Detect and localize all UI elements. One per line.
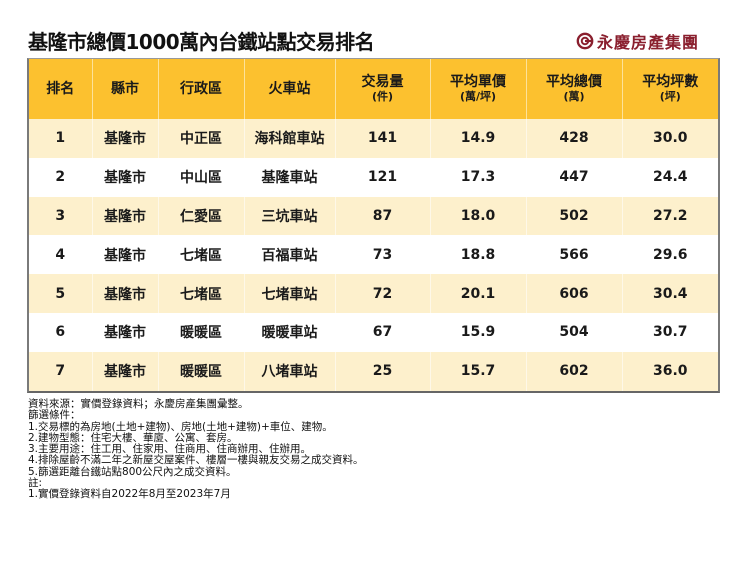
cell-rank: 2	[29, 157, 92, 197]
cell-district: 七堵區	[157, 235, 244, 275]
cell-total-price: 566	[525, 235, 622, 275]
footnotes: 資料來源：實價登錄資料；永慶房產集團彙整。 篩選條件： 1.交易標的為房地(土地…	[28, 398, 364, 501]
table-row: 1 基隆市 中正區 海科館車站 141 14.9 428 30.0	[29, 119, 718, 158]
table-row: 6 基隆市 暖暖區 暖暖車站 67 15.9 504 30.7	[29, 312, 718, 352]
cell-rank: 4	[29, 235, 92, 275]
header-station: 火車站	[243, 59, 335, 119]
cell-volume: 121	[334, 157, 430, 197]
cell-unit-price: 15.7	[429, 351, 526, 391]
header-label: 平均單價	[450, 74, 506, 90]
cell-district: 中山區	[157, 157, 244, 197]
cell-city: 基隆市	[91, 312, 158, 352]
header-label: 火車站	[268, 81, 311, 97]
cell-volume: 25	[334, 351, 430, 391]
cell-area: 30.7	[621, 312, 718, 352]
table-row: 4 基隆市 七堵區 百福車站 73 18.8 566 29.6	[29, 235, 718, 275]
header-label: 行政區	[180, 81, 222, 97]
note-source: 資料來源：實價登錄資料；永慶房產集團彙整。	[28, 398, 249, 410]
cell-rank: 3	[29, 196, 92, 236]
cell-district: 暖暖區	[157, 312, 244, 352]
table-row: 3 基隆市 仁愛區 三坑車站 87 18.0 502 27.2	[29, 196, 718, 236]
cell-district: 中正區	[157, 119, 244, 158]
header-unit: (萬)	[563, 90, 585, 103]
header-unit: (萬/坪)	[459, 90, 497, 103]
header-label: 平均坪數	[642, 74, 699, 90]
note-criteria-heading: 篩選條件：	[28, 409, 81, 422]
table-row: 7 基隆市 暖暖區 八堵車站 25 15.7 602 36.0	[29, 351, 718, 391]
cell-city: 基隆市	[91, 351, 158, 391]
cell-city: 基隆市	[91, 235, 158, 275]
cell-total-price: 447	[525, 157, 622, 197]
cell-rank: 6	[29, 312, 92, 352]
table-header-row: 排名 縣市 行政區 火車站 交易量 (件) 平均單價 (萬/坪) 平均總價 (萬) 平…	[29, 59, 718, 119]
cell-city: 基隆市	[91, 196, 158, 236]
header-label: 縣市	[111, 81, 139, 97]
cell-total-price: 504	[525, 312, 622, 352]
cell-total-price: 428	[525, 119, 622, 158]
ranking-table: 排名 縣市 行政區 火車站 交易量 (件) 平均單價 (萬/坪) 平均總價 (萬) 平…	[27, 58, 720, 393]
header-unit: (坪)	[659, 90, 681, 103]
brand-logo: 永慶房產集團	[576, 29, 699, 53]
cell-volume: 72	[334, 274, 430, 313]
cell-volume: 67	[334, 312, 430, 352]
cell-unit-price: 14.9	[429, 119, 526, 158]
cell-unit-price: 20.1	[429, 274, 526, 313]
cell-area: 36.0	[621, 351, 718, 391]
cell-station: 暖暖車站	[243, 312, 335, 352]
table-row: 5 基隆市 七堵區 七堵車站 72 20.1 606 30.4	[29, 274, 718, 313]
cell-station: 海科館車站	[243, 119, 335, 158]
header-total-price: 平均總價 (萬)	[525, 59, 622, 119]
header-volume: 交易量 (件)	[334, 59, 430, 119]
note-remark-heading: 註:	[28, 477, 43, 490]
cell-rank: 7	[29, 351, 92, 391]
header-city: 縣市	[91, 59, 158, 119]
cell-district: 七堵區	[157, 274, 244, 313]
cell-volume: 73	[334, 235, 430, 275]
cell-city: 基隆市	[91, 119, 158, 158]
cell-station: 百福車站	[243, 235, 335, 275]
cell-volume: 87	[334, 196, 430, 236]
cell-unit-price: 15.9	[429, 312, 526, 352]
header-unit-price: 平均單價 (萬/坪)	[429, 59, 526, 119]
note-criteria-3: 3.主要用途：住工用、住家用、住商用、住商辦用、住辦用。	[28, 443, 312, 456]
cell-rank: 5	[29, 274, 92, 313]
cell-total-price: 602	[525, 351, 622, 391]
cell-rank: 1	[29, 119, 92, 158]
cell-volume: 141	[334, 119, 430, 158]
cell-unit-price: 18.8	[429, 235, 526, 275]
header-area: 平均坪數 (坪)	[621, 59, 718, 119]
cell-area: 24.4	[621, 157, 718, 197]
cell-unit-price: 18.0	[429, 196, 526, 236]
yungching-logo-icon	[576, 32, 594, 50]
header-label: 平均總價	[546, 74, 602, 90]
cell-city: 基隆市	[91, 274, 158, 313]
cell-station: 三坑車站	[243, 196, 335, 236]
cell-total-price: 606	[525, 274, 622, 313]
note-remark-1: 1.實價登錄資料自2022年8月至2023年7月	[28, 488, 231, 501]
brand-name: 永慶房產集團	[597, 33, 700, 52]
cell-station: 八堵車站	[243, 351, 335, 391]
page-title: 基隆市總價1000萬內台鐵站點交易排名	[28, 30, 375, 54]
note-criteria-4: 4.排除屋齡不滿二年之新屋交屋案件、樓層一樓與親友交易之成交資料。	[28, 454, 364, 467]
cell-area: 29.6	[621, 235, 718, 275]
cell-area: 27.2	[621, 196, 718, 236]
cell-total-price: 502	[525, 196, 622, 236]
cell-area: 30.4	[621, 274, 718, 313]
cell-unit-price: 17.3	[429, 157, 526, 197]
cell-city: 基隆市	[91, 157, 158, 197]
cell-station: 基隆車站	[243, 157, 335, 197]
note-criteria-5: 5.篩選距離台鐵站點800公尺內之成交資料。	[28, 465, 237, 478]
table-row: 2 基隆市 中山區 基隆車站 121 17.3 447 24.4	[29, 157, 718, 197]
cell-station: 七堵車站	[243, 274, 335, 313]
header-label: 排名	[46, 81, 75, 97]
header-unit: (件)	[371, 90, 394, 103]
header-district: 行政區	[157, 59, 244, 119]
cell-district: 仁愛區	[157, 196, 244, 236]
cell-area: 30.0	[621, 119, 718, 158]
header-label: 交易量	[361, 74, 404, 90]
cell-district: 暖暖區	[157, 351, 244, 391]
note-criteria-1: 1.交易標的為房地(土地+建物)、房地(土地+建物)+車位、建物。	[28, 420, 333, 433]
note-criteria-2: 2.建物型態：住宅大樓、華廈、公寓、套房。	[28, 431, 238, 444]
header-rank: 排名	[29, 59, 92, 119]
